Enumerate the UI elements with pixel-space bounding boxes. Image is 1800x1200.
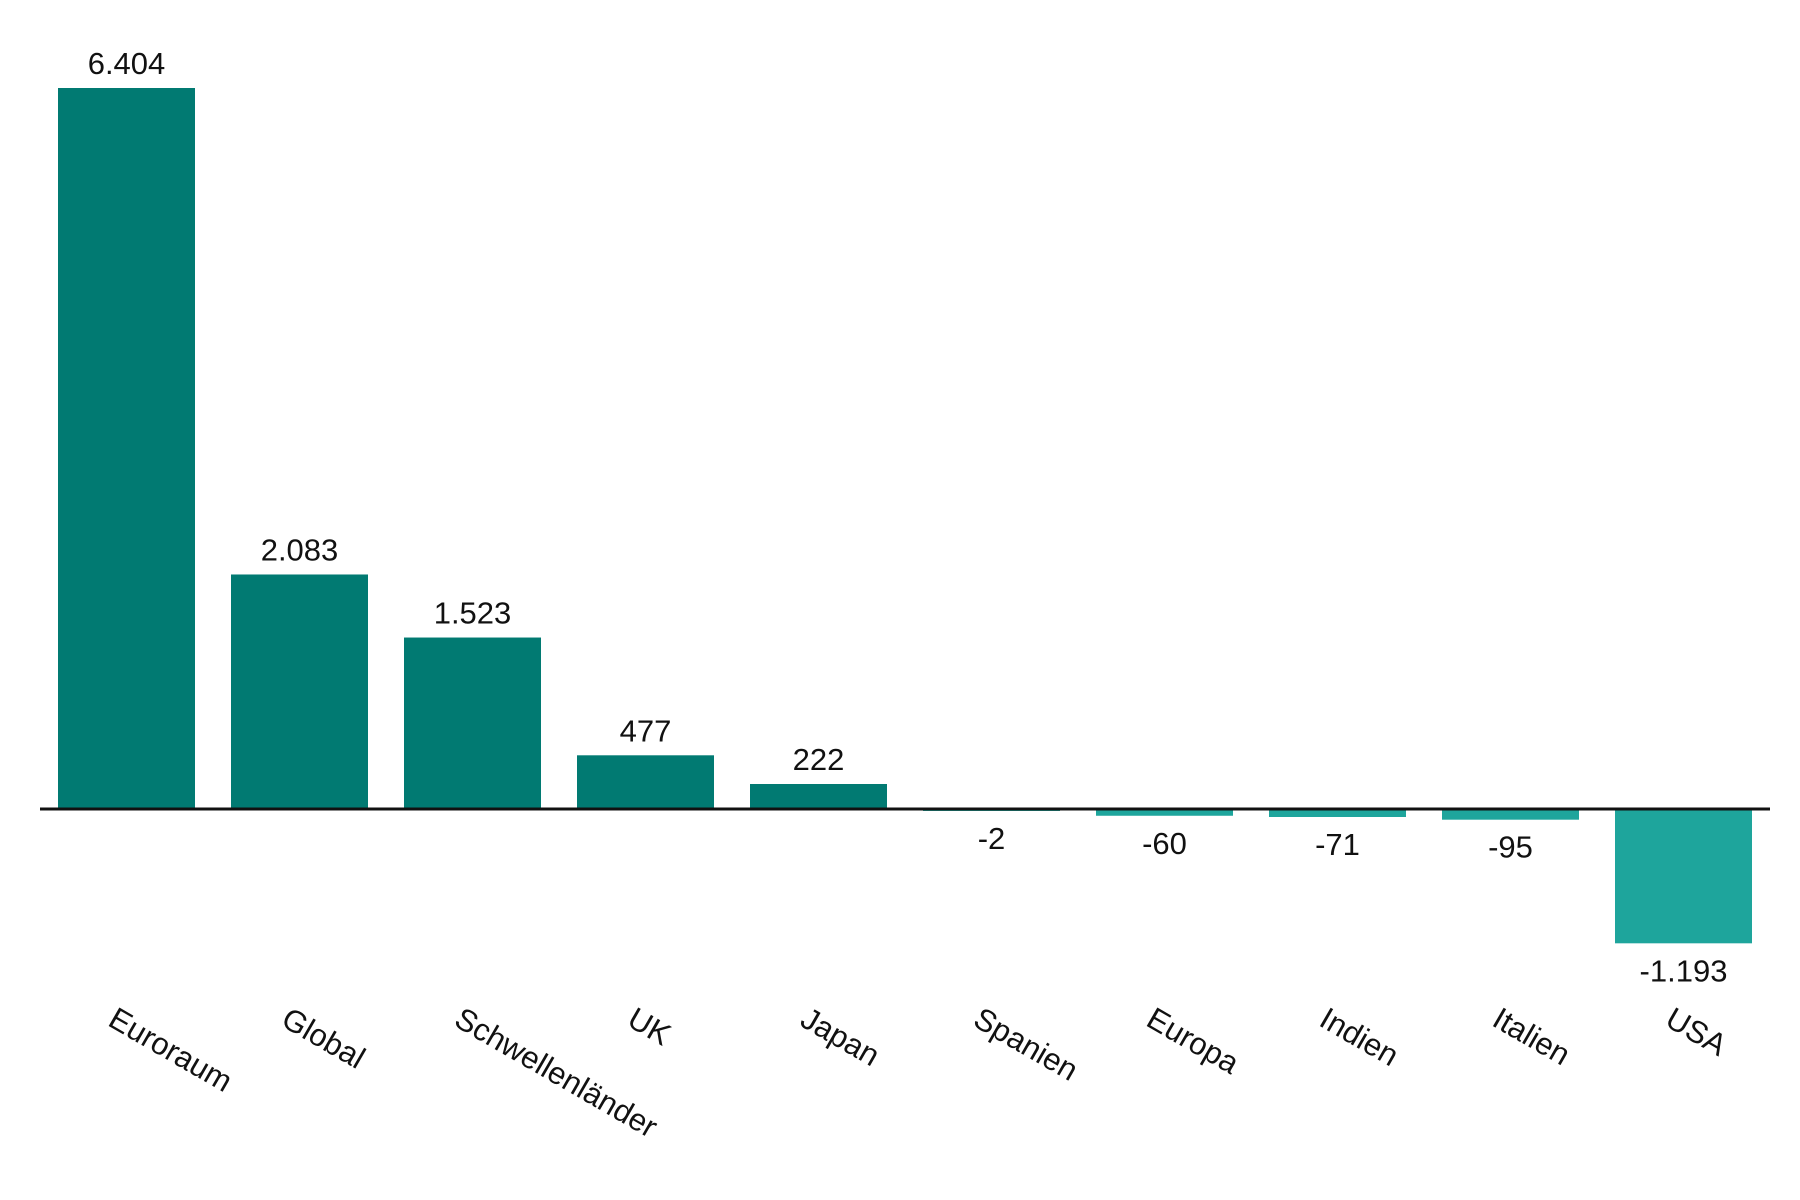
bar-europa: [1096, 809, 1233, 816]
data-label: -2: [978, 821, 1006, 856]
data-label: 222: [793, 742, 845, 777]
bar-indien: [1269, 809, 1406, 817]
bar-uk: [577, 755, 714, 809]
x-tick-label: Euroraum: [103, 1001, 238, 1099]
x-tick-label: USA: [1660, 1001, 1733, 1063]
data-label: -1.193: [1640, 953, 1728, 988]
x-tick-label: UK: [622, 1001, 677, 1053]
x-tick-label: Europa: [1141, 1001, 1246, 1082]
bar-usa: [1615, 809, 1752, 944]
bar-euroraum: [58, 88, 195, 809]
x-tick-label: Italien: [1487, 1001, 1576, 1073]
x-tick-label: Indien: [1314, 1001, 1405, 1074]
bar-italien: [1442, 809, 1579, 820]
data-label: -71: [1315, 827, 1360, 862]
x-tick-label: Japan: [795, 1001, 886, 1074]
data-label: 1.523: [434, 596, 512, 631]
x-tick-label: Spanien: [968, 1001, 1084, 1088]
bar-global: [231, 574, 368, 809]
data-label: 6.404: [88, 46, 166, 81]
bar-schwellenländer: [404, 637, 541, 809]
data-label: 2.083: [261, 532, 339, 567]
data-label: -95: [1488, 830, 1533, 865]
bar-japan: [750, 784, 887, 809]
data-label: -60: [1142, 826, 1187, 861]
x-tick-label: Global: [276, 1001, 371, 1076]
data-label: 477: [620, 713, 672, 748]
